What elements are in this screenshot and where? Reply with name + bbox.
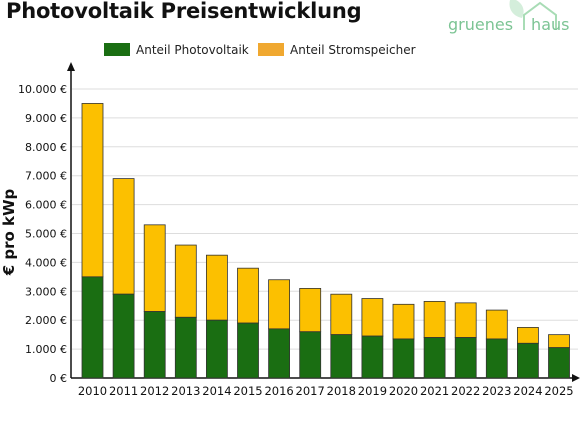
bar-stromspeicher bbox=[112, 178, 135, 295]
bar-photovoltaik bbox=[423, 337, 446, 379]
bar-stromspeicher bbox=[392, 303, 415, 340]
y-axis-label: € pro kWp bbox=[0, 188, 18, 276]
house-roof-icon bbox=[523, 1, 557, 30]
legend-swatch-photovoltaik bbox=[104, 43, 130, 56]
x-tick-label: 2018 bbox=[327, 384, 356, 398]
bar-photovoltaik bbox=[205, 319, 228, 379]
x-tick-label: 2012 bbox=[140, 384, 169, 398]
x-tick-label: 2014 bbox=[202, 384, 231, 398]
bar-photovoltaik bbox=[330, 334, 353, 379]
bar-stromspeicher bbox=[485, 309, 508, 340]
bar-stromspeicher bbox=[143, 224, 166, 312]
bar-stromspeicher bbox=[548, 334, 570, 349]
x-tick-label: 2019 bbox=[358, 384, 387, 398]
x-tick-label: 2020 bbox=[389, 384, 418, 398]
x-tick-label: 2022 bbox=[451, 384, 480, 398]
x-tick-label: 2011 bbox=[109, 384, 138, 398]
x-tick-label: 2024 bbox=[513, 384, 542, 398]
bar-stromspeicher bbox=[81, 103, 104, 278]
y-tick-label: 5.000 € bbox=[25, 228, 67, 241]
bar-photovoltaik bbox=[237, 322, 259, 379]
bar-photovoltaik bbox=[454, 337, 477, 379]
bar-photovoltaik bbox=[361, 335, 384, 379]
bar-stromspeicher bbox=[423, 301, 446, 338]
bar-stromspeicher bbox=[361, 298, 384, 337]
legend-label-stromspeicher: Anteil Stromspeicher bbox=[290, 43, 416, 57]
bar-photovoltaik bbox=[174, 316, 197, 379]
leaf-icon bbox=[509, 0, 524, 18]
y-tick-label: 9.000 € bbox=[25, 112, 67, 125]
y-tick-label: 3.000 € bbox=[25, 285, 67, 298]
bar-stromspeicher bbox=[454, 302, 477, 338]
bar-photovoltaik bbox=[392, 338, 415, 379]
bar-stromspeicher bbox=[237, 267, 259, 324]
bar-photovoltaik bbox=[112, 293, 135, 379]
chart-title: Photovoltaik Preisentwicklung bbox=[6, 0, 362, 23]
x-tick-label: 2010 bbox=[78, 384, 107, 398]
logo-word-1: gruenes bbox=[448, 15, 514, 34]
x-tick-label: 2017 bbox=[296, 384, 325, 398]
legend-swatch-stromspeicher bbox=[258, 43, 284, 56]
bar-photovoltaik bbox=[268, 328, 291, 379]
bar-stromspeicher bbox=[205, 254, 228, 321]
x-tick-label: 2023 bbox=[482, 384, 511, 398]
bar-photovoltaik bbox=[517, 342, 539, 379]
bar-stromspeicher bbox=[174, 244, 197, 318]
x-axis-arrow bbox=[572, 374, 580, 382]
bar-photovoltaik bbox=[299, 331, 322, 379]
bar-stromspeicher bbox=[517, 327, 539, 344]
y-tick-label: 7.000 € bbox=[25, 170, 67, 183]
y-tick-label: 10.000 € bbox=[18, 83, 67, 96]
y-tick-label: 0 € bbox=[50, 372, 68, 385]
y-axis-arrow bbox=[67, 62, 75, 71]
bar-photovoltaik bbox=[81, 276, 104, 379]
x-tick-label: 2013 bbox=[171, 384, 200, 398]
x-tick-label: 2025 bbox=[544, 384, 573, 398]
x-tick-label: 2016 bbox=[264, 384, 293, 398]
bar-photovoltaik bbox=[548, 347, 570, 379]
y-tick-label: 8.000 € bbox=[25, 141, 67, 154]
x-tick-label: 2015 bbox=[233, 384, 262, 398]
y-tick-label: 6.000 € bbox=[25, 199, 67, 212]
y-tick-label: 2.000 € bbox=[25, 314, 67, 327]
gruenes-haus-logo: gruenes haus bbox=[446, 0, 580, 40]
y-tick-label: 4.000 € bbox=[25, 256, 67, 269]
bar-photovoltaik bbox=[143, 311, 166, 379]
legend-label-photovoltaik: Anteil Photovoltaik bbox=[136, 43, 249, 57]
logo-word-2: haus bbox=[531, 15, 570, 34]
bar-photovoltaik bbox=[485, 338, 508, 379]
y-tick-label: 1.000 € bbox=[25, 343, 67, 356]
bar-stromspeicher bbox=[330, 293, 353, 336]
bar-stromspeicher bbox=[268, 279, 291, 330]
x-tick-label: 2021 bbox=[420, 384, 449, 398]
bar-stromspeicher bbox=[299, 288, 322, 333]
